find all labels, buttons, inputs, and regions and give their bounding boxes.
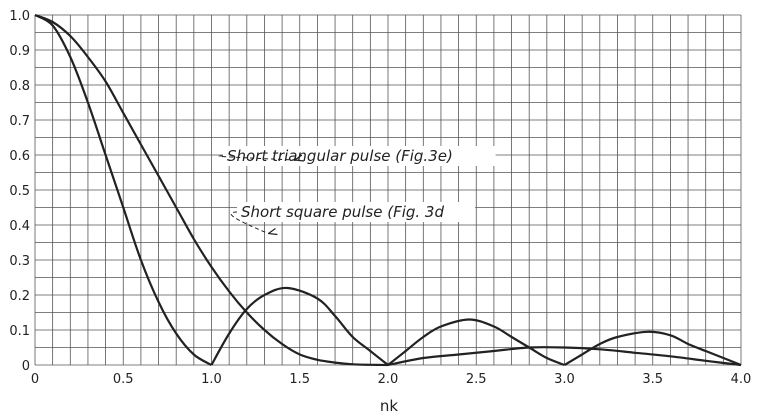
y-tick-label: 0.3	[9, 254, 30, 269]
y-tick-label: 0.5	[9, 184, 30, 199]
x-axis-label: nk	[380, 397, 399, 415]
annotation-background	[237, 202, 476, 222]
x-axis-ticks: 0 0.5 1.0 1.5 2.0 2.5 3.0 3.5 4.0	[31, 372, 751, 387]
x-tick-label: 3.0	[554, 372, 575, 387]
y-tick-label: 0.2	[9, 289, 30, 304]
annotation-leader-arrow	[230, 211, 269, 234]
y-tick-label: 0.4	[9, 219, 30, 234]
series-curves	[34, 13, 742, 367]
annotation-arrowhead	[294, 154, 304, 162]
x-tick-label: 3.5	[642, 372, 663, 387]
x-tick-label: 2.0	[378, 372, 399, 387]
annotations: Short triangular pulse (Fig.3e) Short squ…	[218, 146, 496, 236]
x-tick-label: 2.5	[466, 372, 487, 387]
annotation-label: Short triangular pulse (Fig.3e)	[227, 147, 453, 165]
series-line-triangular-pulse	[34, 13, 742, 367]
y-tick-label: 0.6	[9, 149, 30, 164]
series-line-square-pulse	[34, 14, 742, 367]
x-tick-label: 0.5	[113, 372, 134, 387]
annotation-label: Short square pulse (Fig. 3d	[241, 203, 444, 221]
x-tick-label: 0	[31, 372, 39, 387]
grid	[34, 14, 742, 366]
y-axis-ticks: 0 0.1 0.2 0.3 0.4 0.5 0.6 0.7 0.8 0.9 1.0	[9, 9, 30, 374]
annotation-arrowhead	[268, 228, 278, 236]
y-tick-label: 0.7	[9, 114, 30, 129]
y-tick-label: 0.1	[9, 324, 30, 339]
annotation-leader-arrow	[218, 155, 295, 161]
x-tick-label: 1.5	[289, 372, 310, 387]
y-tick-label: 0	[22, 359, 30, 374]
y-tick-label: 0.8	[9, 79, 30, 94]
annotation-background	[223, 146, 496, 166]
x-tick-label: 4.0	[731, 372, 752, 387]
x-tick-label: 1.0	[201, 372, 222, 387]
y-tick-label: 1.0	[9, 9, 30, 24]
y-tick-label: 0.9	[9, 44, 30, 59]
